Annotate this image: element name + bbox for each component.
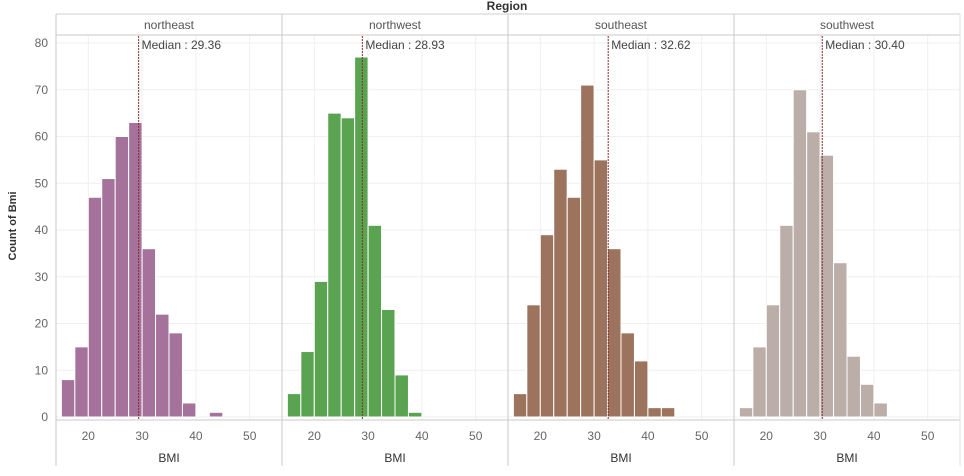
x-axis-title-southeast: BMI: [610, 451, 631, 465]
bar-northeast: [208, 411, 224, 418]
bar-northwest: [394, 374, 409, 418]
bar-northeast: [74, 346, 89, 418]
median-label-northwest: Median : 28.93: [365, 38, 445, 52]
bar-southeast: [512, 393, 528, 418]
y-tick-label: 50: [35, 176, 49, 190]
bars-layer: [60, 56, 888, 418]
median-label-northeast: Median : 29.36: [142, 38, 222, 52]
bar-southeast: [660, 407, 676, 418]
median-label-southeast: Median : 32.62: [611, 38, 691, 52]
median-label-southwest: Median : 30.40: [825, 38, 905, 52]
bar-northeast: [60, 379, 76, 418]
x-tick-label: 40: [415, 429, 429, 443]
x-tick-label: 40: [867, 429, 881, 443]
bar-northeast: [101, 178, 116, 418]
y-tick-label: 70: [35, 83, 49, 97]
x-tick-label: 50: [921, 429, 935, 443]
x-tick-label: 50: [695, 429, 709, 443]
bar-southeast: [607, 248, 622, 418]
y-tick-label: 10: [35, 363, 49, 377]
bar-northwest: [407, 411, 423, 418]
bar-southwest: [792, 89, 808, 418]
bar-northwest: [354, 56, 369, 418]
y-axis-title: Count of Bmi: [7, 191, 19, 260]
bar-southeast: [553, 168, 568, 418]
bar-southeast: [580, 84, 595, 418]
y-tick-label: 40: [35, 223, 49, 237]
x-tick-label: 30: [587, 429, 601, 443]
bar-northwest: [381, 308, 396, 418]
bar-northeast: [128, 121, 143, 418]
x-axis-title-northwest: BMI: [384, 451, 405, 465]
bar-southwest: [752, 346, 767, 418]
y-tick-label: 30: [35, 270, 49, 284]
bar-southwest: [765, 304, 781, 418]
bar-northwest: [286, 393, 302, 418]
bar-southeast: [620, 332, 635, 418]
bar-northeast: [168, 332, 183, 418]
x-tick-label: 40: [189, 429, 203, 443]
y-tick-label: 0: [41, 410, 48, 424]
x-axis-title-southwest: BMI: [836, 451, 857, 465]
x-tick-label: 50: [469, 429, 483, 443]
bar-northeast: [181, 402, 197, 418]
bar-southeast: [647, 407, 662, 418]
bar-southeast: [593, 159, 609, 418]
bar-northeast: [114, 136, 130, 418]
x-tick-label: 30: [361, 429, 375, 443]
bar-southwest: [873, 402, 888, 418]
x-tick-label: 20: [308, 429, 322, 443]
y-tick-label: 80: [35, 36, 49, 50]
bar-southwest: [859, 383, 875, 418]
x-tick-label: 30: [813, 429, 827, 443]
bar-northwest: [313, 280, 329, 418]
bar-southwest: [846, 355, 861, 418]
panel-label-northwest: northwest: [369, 18, 422, 32]
panel-label-southwest: southwest: [820, 18, 875, 32]
axes-layer: [55, 13, 961, 466]
bar-southeast: [633, 360, 649, 418]
bar-northeast: [141, 248, 157, 418]
bar-southwest: [833, 262, 848, 418]
x-tick-label: 20: [760, 429, 774, 443]
bar-northeast: [155, 313, 170, 418]
panel-label-northeast: northeast: [144, 18, 195, 32]
x-tick-label: 30: [135, 429, 149, 443]
bar-southeast: [539, 234, 555, 418]
x-axis-title-northeast: BMI: [158, 451, 179, 465]
bar-southeast: [526, 304, 541, 418]
y-tick-label: 20: [35, 317, 49, 331]
bar-southwest: [806, 131, 821, 418]
x-tick-label: 40: [641, 429, 655, 443]
bar-southwest: [738, 407, 754, 418]
bar-northwest: [300, 351, 315, 418]
bar-northeast: [87, 196, 103, 418]
bar-northwest: [327, 112, 342, 418]
x-tick-label: 20: [82, 429, 96, 443]
chart-title: Region: [487, 0, 528, 13]
bar-southwest: [779, 224, 794, 418]
labels-layer: 0 10 20 30 40 50 60 70 80 northeast 20 30 40 50 Median…: [35, 18, 935, 465]
bar-northwest: [340, 117, 356, 418]
panel-label-southeast: southeast: [595, 18, 648, 32]
y-tick-label: 60: [35, 130, 49, 144]
x-tick-label: 50: [243, 429, 257, 443]
bar-southeast: [566, 196, 582, 418]
bar-northwest: [367, 224, 383, 418]
x-tick-label: 20: [534, 429, 548, 443]
